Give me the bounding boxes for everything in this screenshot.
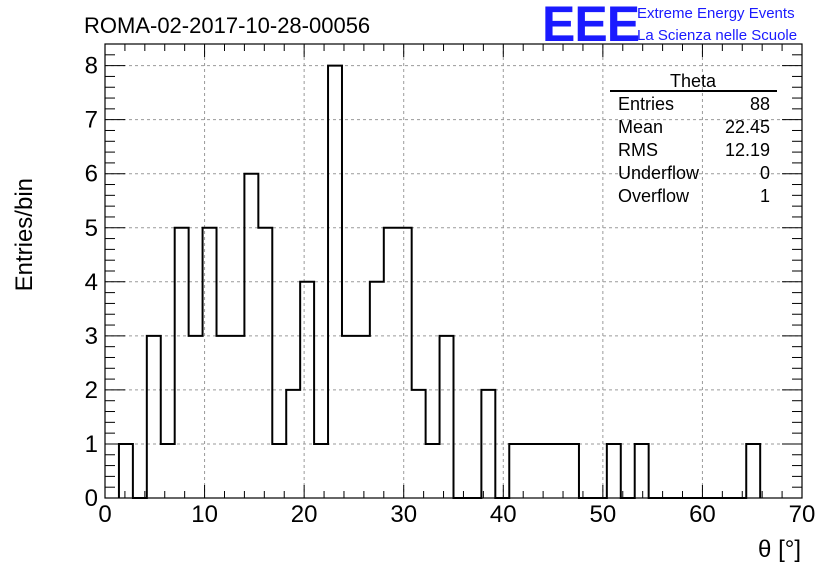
x-tick-label: 0 [98, 501, 111, 528]
eee-logo-line1: Extreme Energy Events [637, 5, 795, 22]
x-tick-label: 10 [191, 501, 218, 528]
x-tick-labels: 0 10 20 30 40 50 60 70 [98, 501, 815, 528]
stats-row-label: Mean [618, 117, 663, 137]
x-tick-label: 30 [390, 501, 417, 528]
x-tick-label: 70 [789, 501, 816, 528]
eee-logo-line2: La Scienza nelle Scuole [637, 27, 797, 44]
y-tick-labels: 0 1 2 3 4 5 6 7 8 [85, 53, 98, 512]
y-tick-label: 1 [85, 431, 98, 458]
x-tick-label: 40 [490, 501, 517, 528]
x-tick-label: 20 [291, 501, 318, 528]
eee-logo: EEE Extreme Energy Events La Scienza nel… [542, 0, 797, 52]
y-axis-label: Entries/bin [11, 178, 38, 291]
stats-row-value: 88 [750, 94, 770, 114]
plot-frame [104, 43, 803, 499]
y-tick-label: 4 [85, 269, 98, 296]
chart-title: ROMA-02-2017-10-28-00056 [84, 13, 370, 38]
stats-row-label: Underflow [618, 163, 700, 183]
y-tick-label: 2 [85, 377, 98, 404]
y-tick-label: 6 [85, 161, 98, 188]
stats-row-value: 22.45 [725, 117, 770, 137]
y-tick-label: 5 [85, 215, 98, 242]
stats-row-value: 0 [760, 163, 770, 183]
eee-logo-mark: EEE [542, 0, 639, 52]
stats-row-label: Entries [618, 94, 674, 114]
x-axis-label: θ [°] [758, 536, 801, 563]
stats-box: Theta Entries 88 Mean 22.45 RMS 12.19 Underflo… [610, 71, 777, 206]
y-tick-label: 0 [85, 485, 98, 512]
x-tick-label: 60 [689, 501, 716, 528]
stats-row-label: RMS [618, 140, 658, 160]
stats-box-title: Theta [670, 71, 717, 91]
stats-row-value: 1 [760, 186, 770, 206]
y-tick-label: 8 [85, 53, 98, 80]
stats-box-rows: Entries 88 Mean 22.45 RMS 12.19 Underflow 0 Over… [618, 94, 770, 206]
stats-row-value: 12.19 [725, 140, 770, 160]
x-tick-label: 50 [590, 501, 617, 528]
y-tick-label: 3 [85, 323, 98, 350]
y-tick-label: 7 [85, 107, 98, 134]
stats-row-label: Overflow [618, 186, 690, 206]
